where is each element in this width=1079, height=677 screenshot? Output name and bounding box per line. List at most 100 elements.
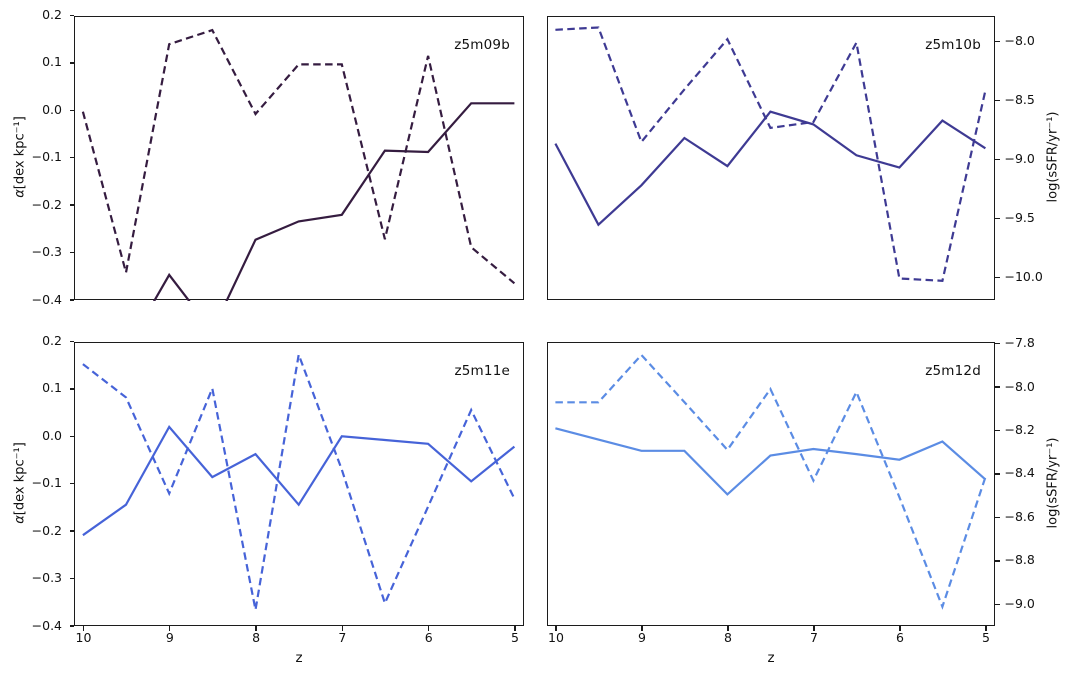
x-axis-label-right: z bbox=[767, 650, 775, 666]
x-tick bbox=[813, 626, 815, 631]
right-tick-label: −8.4 bbox=[1004, 465, 1035, 481]
right-tick bbox=[995, 158, 1000, 161]
right-tick-label: −8.0 bbox=[1004, 378, 1035, 394]
right-tick bbox=[995, 560, 1000, 562]
x-tick-label: 6 bbox=[424, 630, 433, 645]
left-tick bbox=[69, 483, 74, 485]
plot-panel-z5m10b: z5m10b bbox=[547, 15, 995, 300]
x-tick-label: 9 bbox=[638, 630, 646, 645]
left-tick-label: −0.3 bbox=[31, 570, 62, 586]
right-tick-label: −9.5 bbox=[1004, 210, 1035, 226]
right-tick-label: −8.2 bbox=[1004, 422, 1035, 438]
y-axis-label-ssfr-bottom: log(sSFR/yr⁻¹) bbox=[1045, 437, 1061, 529]
left-tick bbox=[69, 204, 74, 206]
right-tick-label: −9.0 bbox=[1004, 595, 1035, 611]
left-tick bbox=[69, 340, 74, 343]
left-tick bbox=[69, 251, 74, 254]
right-tick bbox=[995, 429, 1000, 432]
right-tick-label: −8.5 bbox=[1004, 91, 1035, 107]
panel-label: z5m10b bbox=[925, 36, 981, 53]
left-tick bbox=[69, 577, 74, 580]
alpha-symbol: α bbox=[12, 515, 28, 524]
right-tick-label: −9.0 bbox=[1004, 151, 1035, 167]
alpha-symbol: α bbox=[12, 189, 28, 198]
panel-label: z5m12d bbox=[925, 362, 981, 379]
plot-panel-z5m09b: z5m09b bbox=[74, 15, 524, 301]
right-tick-label: −7.8 bbox=[1004, 335, 1035, 351]
left-tick bbox=[69, 157, 74, 159]
left-tick-label: −0.4 bbox=[31, 291, 62, 307]
x-tick-label: 8 bbox=[252, 630, 261, 645]
series-line-solid bbox=[554, 109, 986, 226]
left-tick-label: 0.0 bbox=[42, 101, 62, 117]
left-tick-label: 0.1 bbox=[42, 380, 62, 396]
left-tick bbox=[69, 435, 74, 438]
plot-panel-z5m11e: z5m11e bbox=[74, 341, 524, 626]
x-tick-label: 6 bbox=[896, 630, 904, 645]
series-line-solid bbox=[152, 101, 515, 301]
left-tick bbox=[69, 62, 74, 64]
left-tick-label: 0.2 bbox=[42, 333, 62, 348]
left-tick bbox=[69, 388, 74, 390]
right-tick bbox=[995, 516, 1000, 519]
right-tick bbox=[995, 99, 1000, 102]
x-tick bbox=[899, 626, 901, 631]
series-line-dashed bbox=[555, 352, 987, 610]
right-tick bbox=[995, 603, 1000, 605]
left-tick-label: −0.4 bbox=[31, 617, 62, 633]
x-tick bbox=[341, 626, 344, 631]
x-tick bbox=[428, 626, 430, 631]
x-tick-label: 8 bbox=[724, 630, 732, 645]
series-lines bbox=[555, 352, 987, 610]
x-tick-label: 10 bbox=[548, 630, 564, 645]
panel-label: z5m11e bbox=[454, 362, 510, 379]
left-tick-label: −0.2 bbox=[31, 196, 62, 212]
right-tick-label: −8.6 bbox=[1004, 508, 1035, 524]
left-tick-label: 0.1 bbox=[42, 54, 62, 70]
x-tick-label: 5 bbox=[511, 630, 519, 645]
left-tick-label: 0.0 bbox=[42, 427, 62, 443]
x-tick bbox=[169, 626, 171, 631]
plot-panel-z5m12d: z5m12d bbox=[547, 341, 995, 626]
right-tick bbox=[995, 473, 1000, 475]
left-tick bbox=[69, 530, 74, 532]
x-tick bbox=[727, 626, 729, 631]
left-tick bbox=[69, 14, 74, 17]
left-tick bbox=[69, 109, 74, 112]
right-tick bbox=[995, 276, 1000, 279]
series-line-solid bbox=[555, 426, 987, 496]
left-tick-label: −0.1 bbox=[31, 149, 62, 165]
x-axis-label-left: z bbox=[295, 650, 303, 666]
left-tick-label: −0.1 bbox=[31, 475, 62, 491]
right-tick-label: −10.0 bbox=[1004, 269, 1043, 285]
x-tick-label: 7 bbox=[810, 630, 818, 645]
y-axis-label-ssfr-top: log(sSFR/yr⁻¹) bbox=[1045, 111, 1061, 203]
right-tick bbox=[995, 40, 1000, 43]
series-lines bbox=[82, 349, 516, 610]
x-tick bbox=[82, 626, 85, 631]
left-tick-label: −0.3 bbox=[31, 244, 62, 260]
left-tick-label: −0.2 bbox=[31, 522, 62, 538]
right-tick bbox=[995, 217, 1000, 220]
left-tick bbox=[69, 625, 74, 627]
x-tick bbox=[641, 626, 643, 631]
panel-label: z5m09b bbox=[454, 36, 510, 53]
left-tick bbox=[69, 299, 74, 301]
x-tick-label: 10 bbox=[75, 630, 92, 645]
x-tick bbox=[985, 626, 987, 631]
x-tick bbox=[514, 626, 516, 631]
series-line-dashed bbox=[555, 25, 987, 282]
x-tick-label: 7 bbox=[338, 630, 347, 645]
series-line-dashed bbox=[82, 349, 516, 610]
left-tick-label: 0.2 bbox=[42, 7, 62, 22]
x-tick bbox=[555, 626, 557, 631]
right-tick bbox=[995, 342, 1000, 345]
right-tick-label: −8.0 bbox=[1004, 32, 1035, 48]
series-line-solid bbox=[82, 424, 516, 536]
x-tick-label: 5 bbox=[982, 630, 990, 645]
series-line-dashed bbox=[81, 28, 516, 284]
x-tick bbox=[255, 626, 257, 631]
right-tick-label: −8.8 bbox=[1004, 552, 1035, 568]
x-tick-label: 9 bbox=[165, 630, 174, 645]
